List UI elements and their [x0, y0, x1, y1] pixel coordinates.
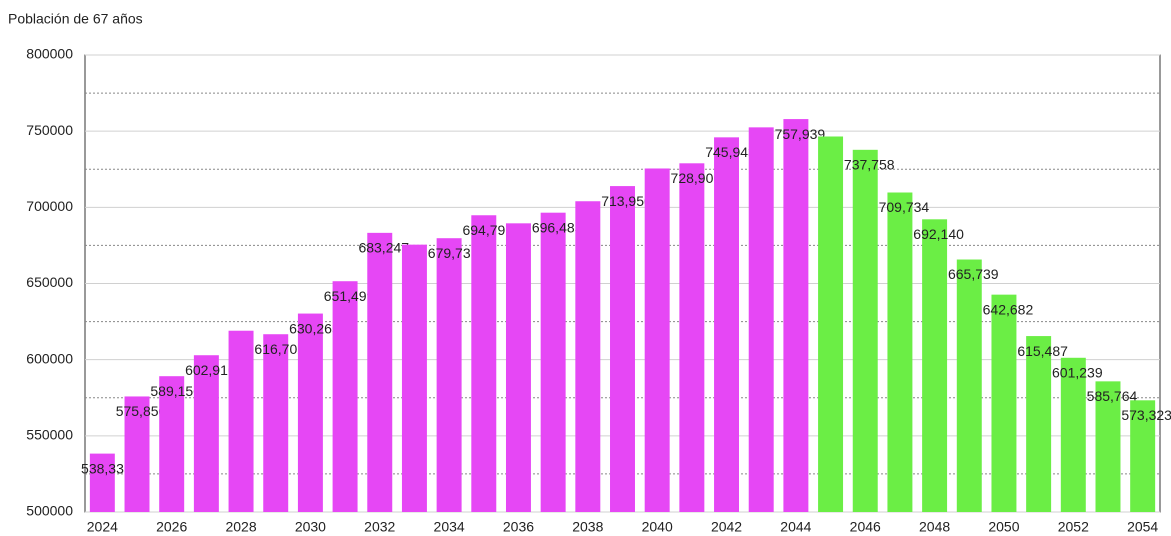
- value-label: 589,150: [150, 383, 201, 399]
- bar: [471, 215, 497, 513]
- chart-title: Población de 67 años: [8, 11, 143, 27]
- x-tick-label: 2040: [642, 519, 673, 535]
- y-tick-label: 500000: [26, 503, 73, 519]
- bar: [714, 137, 740, 512]
- bar: [436, 238, 462, 512]
- value-label: 683,247: [358, 240, 409, 256]
- y-tick-label: 750000: [26, 122, 73, 138]
- bar: [991, 294, 1017, 512]
- x-tick-label: 2036: [503, 519, 534, 535]
- bar: [124, 396, 150, 512]
- value-label: 737,758: [844, 157, 895, 173]
- bar: [852, 149, 878, 512]
- bar: [644, 168, 670, 512]
- x-tick-label: 2054: [1127, 519, 1158, 535]
- value-label: 573,323: [1121, 407, 1171, 423]
- y-tick-label: 600000: [26, 350, 73, 366]
- bar: [228, 330, 254, 512]
- value-label: 709,734: [879, 199, 930, 215]
- x-tick-label: 2030: [295, 519, 326, 535]
- x-tick-label: 2052: [1058, 519, 1089, 535]
- x-tick-label: 2048: [919, 519, 950, 535]
- x-tick-label: 2032: [364, 519, 395, 535]
- value-label: 575,850: [116, 403, 167, 419]
- x-tick-label: 2042: [711, 519, 742, 535]
- x-tick-label: 2024: [87, 519, 118, 535]
- value-label: 665,739: [948, 266, 999, 282]
- bar: [505, 223, 531, 512]
- bar: [922, 219, 948, 512]
- bar: [783, 119, 809, 512]
- y-tick-label: 800000: [26, 46, 73, 62]
- x-tick-label: 2038: [572, 519, 603, 535]
- bar: [367, 232, 393, 512]
- bar: [1060, 357, 1086, 512]
- bar: [748, 127, 774, 512]
- value-label: 694,797: [462, 222, 513, 238]
- y-tick-label: 650000: [26, 274, 73, 290]
- value-label: 616,702: [254, 341, 305, 357]
- y-tick-label: 700000: [26, 198, 73, 214]
- bar: [575, 201, 601, 513]
- bar: [332, 281, 358, 512]
- x-tick-label: 2028: [225, 519, 256, 535]
- x-tick-label: 2034: [434, 519, 465, 535]
- bar: [1130, 400, 1156, 512]
- value-label: 630,265: [289, 320, 340, 336]
- bar: [297, 313, 323, 512]
- value-label: 696,485: [532, 219, 583, 235]
- value-label: 615,487: [1017, 343, 1068, 359]
- y-tick-label: 550000: [26, 427, 73, 443]
- value-label: 745,943: [705, 144, 756, 160]
- x-tick-label: 2044: [780, 519, 811, 535]
- bar: [159, 376, 185, 512]
- value-label: 651,499: [324, 288, 375, 304]
- value-label: 757,939: [775, 126, 826, 142]
- value-label: 602,916: [185, 362, 236, 378]
- value-label: 585,764: [1087, 388, 1138, 404]
- value-label: 728,906: [671, 170, 722, 186]
- bar: [1095, 381, 1121, 512]
- x-tick-label: 2050: [988, 519, 1019, 535]
- x-tick-label: 2026: [156, 519, 187, 535]
- bar: [89, 453, 115, 512]
- value-label: 692,140: [913, 226, 964, 242]
- bar: [540, 212, 566, 512]
- bar: [263, 334, 289, 512]
- bar: [956, 259, 982, 512]
- bar: [610, 186, 635, 513]
- bar: [887, 192, 913, 513]
- bar: [818, 136, 844, 512]
- x-tick-label: 2046: [850, 519, 881, 535]
- value-label: 538,335: [81, 460, 132, 476]
- bar: [193, 355, 219, 512]
- bar: [679, 163, 705, 512]
- value-label: 601,239: [1052, 364, 1103, 380]
- bar: [401, 244, 427, 512]
- value-label: 642,682: [983, 301, 1034, 317]
- value-label: 679,731: [428, 245, 479, 261]
- value-label: 713,950: [601, 193, 652, 209]
- bar: [1026, 336, 1052, 512]
